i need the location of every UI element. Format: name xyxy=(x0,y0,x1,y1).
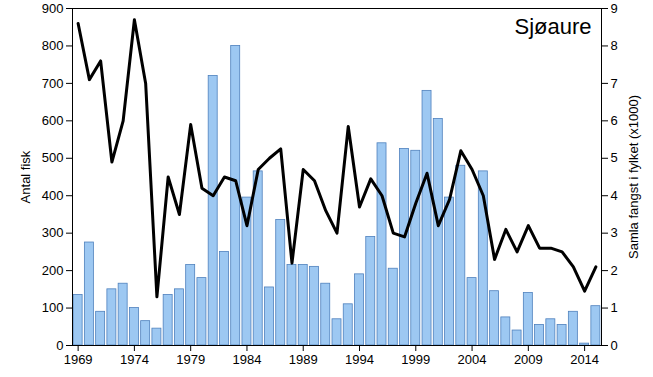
svg-text:3: 3 xyxy=(611,225,618,240)
svg-text:0: 0 xyxy=(611,338,618,353)
svg-text:7: 7 xyxy=(611,76,618,91)
svg-text:0: 0 xyxy=(56,338,63,353)
svg-text:2004: 2004 xyxy=(458,352,487,367)
svg-text:6: 6 xyxy=(611,113,618,128)
svg-text:1969: 1969 xyxy=(64,352,93,367)
svg-text:300: 300 xyxy=(42,225,64,240)
svg-text:2: 2 xyxy=(611,263,618,278)
svg-text:Sjøaure: Sjøaure xyxy=(514,14,591,39)
svg-text:1984: 1984 xyxy=(232,352,261,367)
svg-text:1974: 1974 xyxy=(120,352,149,367)
svg-text:Samla fangst i fylket (x1000): Samla fangst i fylket (x1000) xyxy=(626,95,641,259)
svg-text:2014: 2014 xyxy=(570,352,599,367)
svg-text:600: 600 xyxy=(42,113,64,128)
svg-text:Antal fisk: Antal fisk xyxy=(18,150,33,203)
svg-text:8: 8 xyxy=(611,38,618,53)
svg-text:200: 200 xyxy=(42,263,64,278)
svg-text:4: 4 xyxy=(611,188,618,203)
svg-text:700: 700 xyxy=(42,76,64,91)
svg-text:9: 9 xyxy=(611,1,618,16)
svg-text:900: 900 xyxy=(42,1,64,16)
svg-text:100: 100 xyxy=(42,300,64,315)
svg-text:1: 1 xyxy=(611,300,618,315)
svg-text:400: 400 xyxy=(42,188,64,203)
svg-text:5: 5 xyxy=(611,150,618,165)
svg-text:500: 500 xyxy=(42,150,64,165)
svg-text:1979: 1979 xyxy=(176,352,205,367)
svg-text:1994: 1994 xyxy=(345,352,374,367)
svg-text:1999: 1999 xyxy=(401,352,430,367)
svg-text:1989: 1989 xyxy=(289,352,318,367)
svg-text:2009: 2009 xyxy=(514,352,543,367)
svg-text:800: 800 xyxy=(42,38,64,53)
